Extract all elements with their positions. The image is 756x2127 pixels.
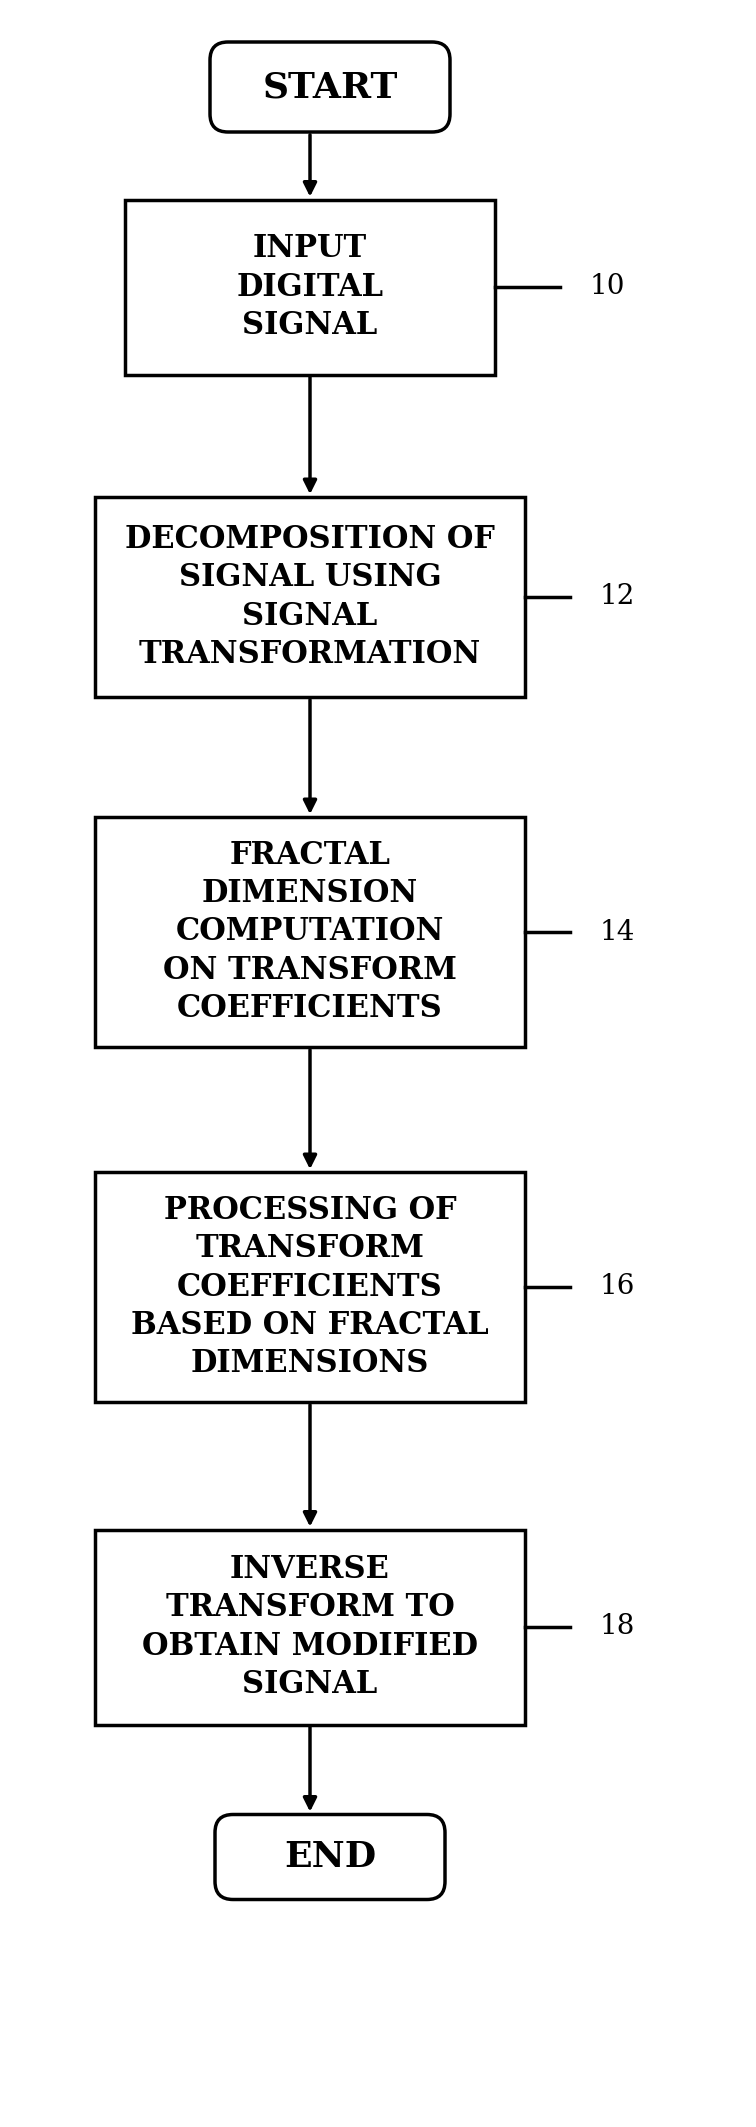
Text: 16: 16	[600, 1274, 635, 1300]
Text: 14: 14	[600, 919, 635, 947]
Text: FRACTAL
DIMENSION
COMPUTATION
ON TRANSFORM
COEFFICIENTS: FRACTAL DIMENSION COMPUTATION ON TRANSFO…	[163, 840, 457, 1023]
Text: DECOMPOSITION OF
SIGNAL USING
SIGNAL
TRANSFORMATION: DECOMPOSITION OF SIGNAL USING SIGNAL TRA…	[125, 523, 495, 670]
FancyBboxPatch shape	[215, 1814, 445, 1899]
Text: START: START	[262, 70, 398, 104]
Text: PROCESSING OF
TRANSFORM
COEFFICIENTS
BASED ON FRACTAL
DIMENSIONS: PROCESSING OF TRANSFORM COEFFICIENTS BAS…	[132, 1195, 489, 1378]
Text: 10: 10	[590, 274, 625, 300]
Bar	[95, 817, 525, 1046]
Text: END: END	[284, 1840, 376, 1874]
FancyBboxPatch shape	[210, 43, 450, 132]
Text: 12: 12	[600, 583, 635, 610]
Bar	[95, 1529, 525, 1725]
Text: INVERSE
TRANSFORM TO
OBTAIN MODIFIED
SIGNAL: INVERSE TRANSFORM TO OBTAIN MODIFIED SIG…	[142, 1555, 478, 1699]
Bar	[125, 200, 495, 374]
Bar	[95, 498, 525, 698]
Bar	[95, 1172, 525, 1402]
Text: INPUT
DIGITAL
SIGNAL: INPUT DIGITAL SIGNAL	[237, 234, 383, 340]
Text: 18: 18	[600, 1614, 635, 1640]
